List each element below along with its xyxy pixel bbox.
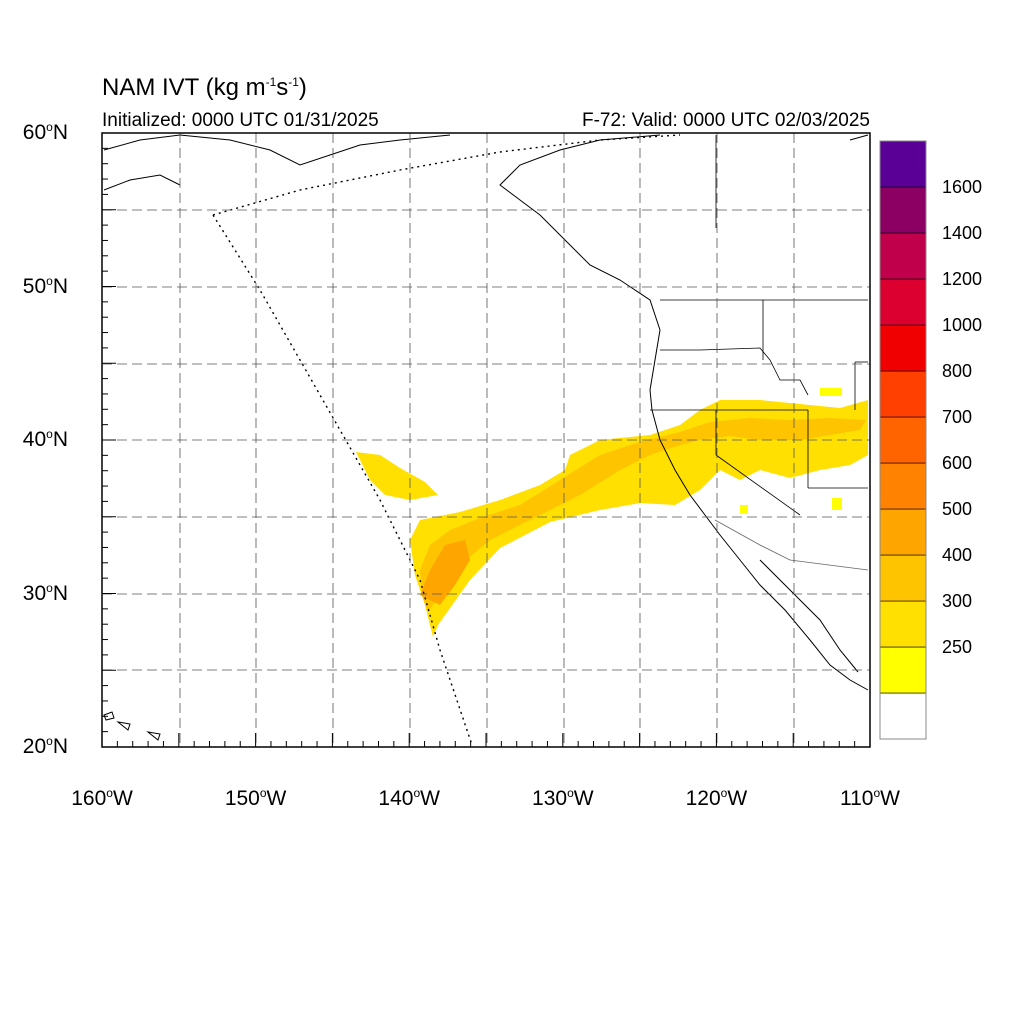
colorbar-swatch bbox=[879, 232, 927, 280]
colorbar-label: 800 bbox=[942, 361, 973, 381]
colorbar-label: 700 bbox=[942, 407, 973, 427]
ivt-patch-small bbox=[832, 498, 842, 510]
latitude-label: 30oN bbox=[22, 580, 68, 605]
colorbar-swatch bbox=[879, 324, 927, 372]
longitude-label: 120oW bbox=[685, 786, 748, 810]
longitude-label: 130oW bbox=[532, 786, 594, 810]
colorbar-label: 250 bbox=[942, 637, 973, 657]
colorbar-swatch bbox=[879, 646, 927, 694]
valid-time-label: F-72: Valid: 0000 UTC 02/03/2025 bbox=[582, 110, 870, 131]
borders bbox=[650, 135, 869, 571]
colorbar-label: 1200 bbox=[942, 269, 983, 289]
latitude-label: 50oN bbox=[22, 273, 68, 298]
colorbar-label: 600 bbox=[942, 453, 973, 473]
ivt-patch-small bbox=[740, 505, 748, 513]
ivt-shading bbox=[356, 388, 868, 637]
longitude-label: 110oW bbox=[840, 786, 900, 810]
colorbar-swatch bbox=[879, 416, 927, 464]
latitude-label: 60oN bbox=[22, 120, 68, 144]
map-title: NAM IVT (kg m-1s-1) bbox=[102, 74, 307, 101]
colorbar-swatch bbox=[879, 186, 927, 234]
colorbar-swatch bbox=[879, 462, 927, 510]
colorbar-swatch bbox=[879, 370, 927, 418]
ivt-patch-west bbox=[356, 452, 438, 500]
longitude-label: 150oW bbox=[224, 786, 287, 810]
longitude-label: 140oW bbox=[378, 786, 440, 810]
colorbar-swatch bbox=[879, 140, 927, 188]
latitude-label: 40oN bbox=[22, 427, 68, 451]
colorbar-label: 1400 bbox=[942, 223, 983, 243]
domain-boundary bbox=[212, 134, 681, 746]
colorbar-swatch bbox=[879, 692, 927, 740]
colorbar-label: 500 bbox=[942, 499, 973, 519]
colorbar-swatch bbox=[879, 554, 927, 602]
colorbar-label: 300 bbox=[942, 591, 973, 611]
init-time-label: Initialized: 0000 UTC 01/31/2025 bbox=[102, 110, 379, 131]
tick-marks bbox=[101, 132, 871, 748]
colorbar-label: 400 bbox=[942, 545, 973, 565]
colorbar-swatch bbox=[879, 600, 927, 648]
colorbar bbox=[879, 140, 927, 740]
ivt-core bbox=[420, 418, 866, 612]
colorbar-swatch bbox=[879, 508, 927, 556]
gridlines bbox=[102, 133, 870, 747]
coastlines bbox=[103, 134, 869, 741]
longitude-label: 160oW bbox=[71, 786, 133, 810]
ivt-patch-small bbox=[820, 388, 842, 396]
colorbar-outline bbox=[879, 140, 927, 740]
ivt-peak bbox=[420, 540, 470, 605]
ivt-plume-main bbox=[410, 400, 868, 637]
colorbar-label: 1000 bbox=[942, 315, 983, 335]
colorbar-label: 1600 bbox=[942, 177, 983, 197]
colorbar-swatch bbox=[879, 278, 927, 326]
latitude-label: 20oN bbox=[22, 734, 68, 758]
